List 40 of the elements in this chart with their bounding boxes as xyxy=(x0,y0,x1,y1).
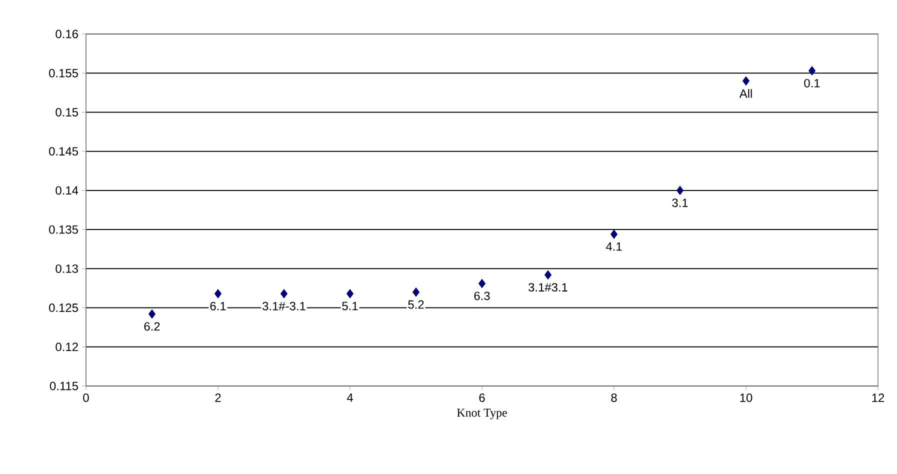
y-tick-label: 0.13 xyxy=(56,264,78,273)
x-tick-label: 4 xyxy=(346,394,353,402)
x-tick-label: 10 xyxy=(740,394,752,402)
y-tick-label: 0.16 xyxy=(56,30,78,38)
point xyxy=(676,186,684,196)
y-tick-label: 0.135 xyxy=(49,225,78,234)
x-tick-label: 12 xyxy=(872,394,884,402)
x-tick-label: 2 xyxy=(215,394,221,402)
y-tick-label: 0.125 xyxy=(49,304,78,312)
point xyxy=(148,309,156,319)
point xyxy=(808,66,816,76)
point xyxy=(610,230,618,239)
annotation: 0.1 xyxy=(804,78,820,88)
annotation: 6.2 xyxy=(144,322,160,331)
y-tick-label: 0.155 xyxy=(49,68,78,78)
y-tick-label: 0.15 xyxy=(56,108,78,116)
point xyxy=(478,278,486,288)
annotation: All xyxy=(739,89,752,98)
annotation: 3.1 xyxy=(672,198,688,208)
point xyxy=(280,289,288,298)
y-tick-label: 0.12 xyxy=(56,342,78,352)
annotation: 5.1 xyxy=(342,302,358,310)
y-tick-label: 0.145 xyxy=(49,147,78,156)
point xyxy=(742,76,750,86)
point xyxy=(412,287,420,297)
annotation: 3.1#3.1 xyxy=(528,283,568,292)
annotation: 4.1 xyxy=(606,242,622,251)
annotation: 6.3 xyxy=(474,292,490,300)
annotation: 5.2 xyxy=(408,300,424,309)
y-tick-label: 0.115 xyxy=(50,382,78,390)
x-tick-label: 0 xyxy=(83,394,89,402)
point xyxy=(346,289,354,298)
point xyxy=(544,270,552,280)
x-tick-label: 8 xyxy=(611,394,617,402)
x-tick-label: 6 xyxy=(479,394,485,402)
annotation: 6.1 xyxy=(210,302,226,310)
x-axis-title: Knot Type xyxy=(457,408,507,420)
annotation: 3.1#-3.1 xyxy=(262,302,306,310)
point xyxy=(214,289,222,298)
y-tick-label: 0.14 xyxy=(56,186,78,195)
